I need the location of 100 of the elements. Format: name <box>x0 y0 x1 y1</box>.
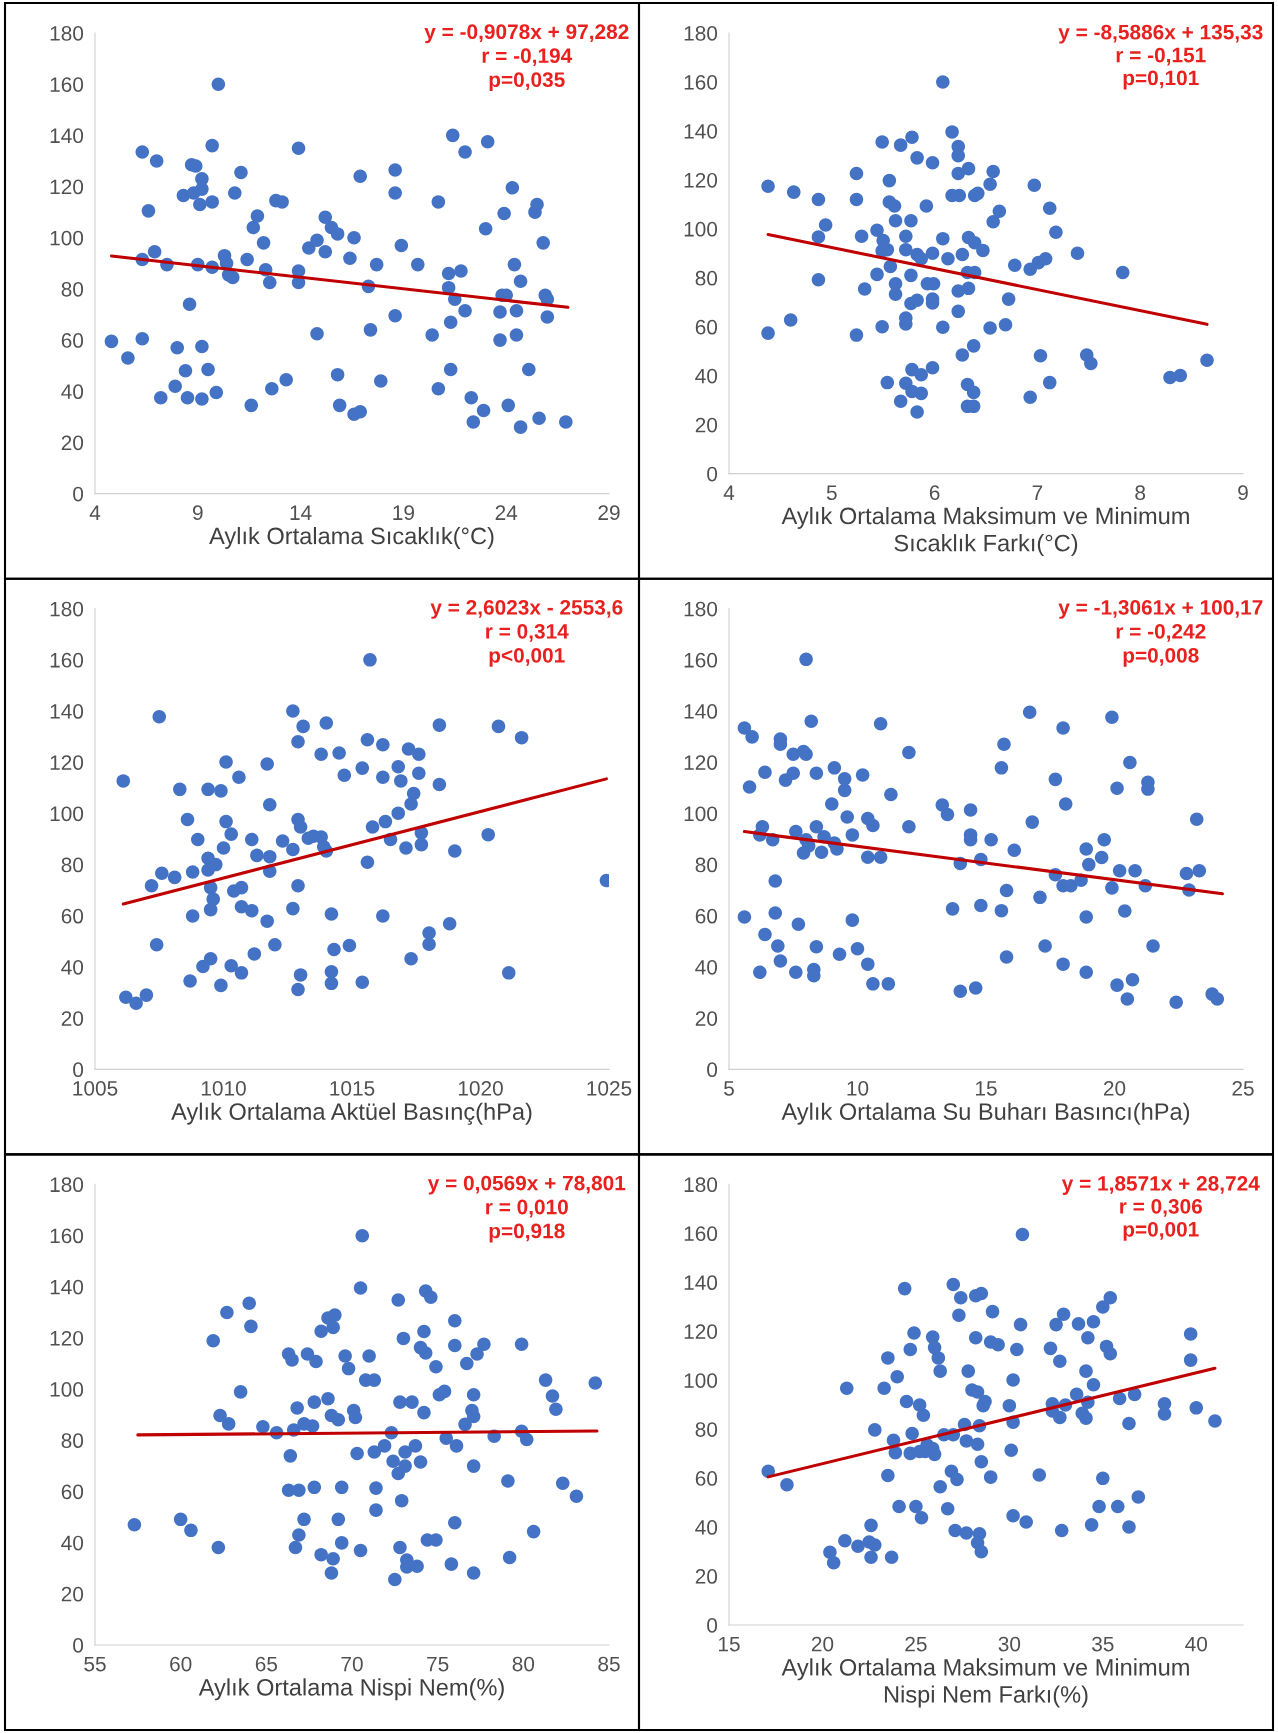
annotation: r = 0,314 <box>486 623 569 642</box>
y-tick-label: 160 <box>684 1226 718 1242</box>
y-tick-label: 40 <box>695 959 718 975</box>
y-tick-label: 120 <box>684 172 718 188</box>
x-axis-title: Aylık Ortalama Aktüel Basınç(hPa) <box>171 1102 532 1125</box>
x-tick-label: 1020 <box>458 1080 503 1096</box>
x-tick-label: 15 <box>719 1636 740 1652</box>
y-tick-label: 20 <box>61 1586 84 1602</box>
x-tick-label: 85 <box>598 1656 620 1672</box>
x-tick-label: 25 <box>905 1636 927 1652</box>
x-tick-label: 5 <box>826 485 837 501</box>
x-tick-label: 8 <box>1135 485 1146 501</box>
x-tick-label: 9 <box>192 505 203 521</box>
y-tick-label: 180 <box>50 26 84 41</box>
x-tick-label: 1010 <box>201 1080 246 1096</box>
annotation: y = -8,5886x + 135,33 <box>1058 24 1263 44</box>
y-tick-label: 100 <box>50 1382 84 1397</box>
x-tick-label: 24 <box>495 505 518 520</box>
y-tick-label: 180 <box>50 601 84 617</box>
y-tick-label: 0 <box>707 1618 718 1633</box>
x-tick-label: 15 <box>976 1081 997 1096</box>
y-tick-label: 40 <box>61 959 84 975</box>
y-tick-label: 80 <box>695 857 718 873</box>
x-tick-label: 1015 <box>330 1080 375 1096</box>
x-tick-label: 9 <box>1238 485 1248 501</box>
y-tick-label: 80 <box>61 1433 84 1449</box>
x-tick-label: 4 <box>89 505 101 520</box>
x-tick-label: 1025 <box>587 1080 632 1096</box>
y-tick-label: 40 <box>695 368 718 384</box>
x-tick-label: 6 <box>929 485 940 501</box>
y-tick-label: 0 <box>73 1638 84 1653</box>
annotation: p=0,035 <box>489 72 565 92</box>
y-tick-label: 60 <box>61 333 84 348</box>
x-axis-title: Aylık Ortalama Maksimum ve Minimum Sıcaklık Farkı(°C) <box>781 506 1189 557</box>
y-tick-label: 120 <box>684 1324 718 1339</box>
annotation: p=0,918 <box>489 1223 565 1243</box>
y-tick-label: 140 <box>50 1279 84 1295</box>
x-tick-label: 10 <box>847 1080 869 1096</box>
annotation: y = -1,3061x + 100,17 <box>1058 600 1263 619</box>
y-tick-label: 80 <box>61 857 84 873</box>
x-tick-label: 5 <box>724 1081 734 1096</box>
y-tick-label: 20 <box>695 1569 718 1584</box>
y-tick-label: 120 <box>50 755 84 770</box>
y-tick-label: 140 <box>50 128 84 144</box>
y-tick-label: 20 <box>61 1011 84 1026</box>
y-tick-label: 180 <box>684 1177 718 1193</box>
x-tick-label: 75 <box>427 1656 449 1672</box>
annotation: p=0,001 <box>1123 1221 1199 1241</box>
y-tick-label: 100 <box>50 806 84 822</box>
y-tick-label: 100 <box>684 806 718 822</box>
y-tick-label: 60 <box>695 1471 718 1486</box>
x-tick-label: 70 <box>341 1656 363 1672</box>
y-tick-label: 80 <box>695 1422 718 1437</box>
y-tick-label: 0 <box>707 466 718 482</box>
annotation: y = 1,8571x + 28,724 <box>1061 1176 1260 1195</box>
x-tick-label: 4 <box>723 485 735 500</box>
y-tick-label: 120 <box>50 179 84 195</box>
x-axis-title: Aylık Ortalama Sıcaklık(°C) <box>209 526 494 549</box>
x-tick-label: 30 <box>998 1636 1021 1652</box>
x-tick-label: 1005 <box>73 1080 118 1096</box>
x-tick-label: 7 <box>1032 485 1043 500</box>
annotation: r = 0,010 <box>486 1199 568 1218</box>
y-tick-label: 60 <box>61 908 84 924</box>
x-axis-title: Aylık Ortalama Su Buharı Basıncı(hPa) <box>781 1102 1190 1125</box>
annotation: y = -0,9078x + 97,282 <box>424 24 629 44</box>
y-tick-label: 100 <box>684 1373 718 1388</box>
annotation: r = 0,306 <box>1120 1198 1202 1217</box>
y-tick-label: 20 <box>695 1011 718 1026</box>
y-tick-label: 120 <box>684 755 718 770</box>
y-tick-label: 160 <box>50 652 84 668</box>
annotation: r = -0,151 <box>1116 47 1206 66</box>
x-tick-label: 80 <box>512 1656 535 1672</box>
y-tick-label: 0 <box>73 486 84 502</box>
x-tick-label: 20 <box>811 1636 834 1652</box>
y-tick-label: 60 <box>61 1484 84 1500</box>
y-tick-label: 20 <box>61 435 84 451</box>
y-tick-label: 180 <box>684 601 718 617</box>
x-tick-label: 29 <box>598 505 620 521</box>
y-tick-label: 0 <box>73 1062 84 1078</box>
annotation: p=0,101 <box>1123 70 1199 90</box>
y-tick-label: 160 <box>684 652 718 668</box>
annotation: y = 0,0569x + 78,801 <box>427 1175 626 1195</box>
y-tick-label: 140 <box>50 704 84 719</box>
annotation: y = 2,6023x - 2553,6 <box>430 600 623 619</box>
y-tick-label: 20 <box>695 417 718 433</box>
y-tick-label: 40 <box>695 1520 718 1535</box>
y-tick-label: 180 <box>684 26 718 41</box>
x-tick-label: 35 <box>1092 1636 1114 1652</box>
y-tick-label: 60 <box>695 908 718 924</box>
y-tick-label: 160 <box>684 74 718 90</box>
y-tick-label: 140 <box>684 123 718 139</box>
annotation: r = -0,194 <box>482 48 573 67</box>
y-tick-label: 180 <box>50 1177 84 1193</box>
y-tick-label: 60 <box>695 319 718 335</box>
x-tick-label: 60 <box>170 1656 192 1672</box>
x-axis-title: Aylık Ortalama Maksimum ve Minimum Nispi Nem Farkı(%) <box>781 1658 1189 1708</box>
x-tick-label: 55 <box>84 1656 106 1672</box>
x-tick-label: 14 <box>290 505 312 520</box>
y-tick-label: 160 <box>50 1228 84 1244</box>
y-tick-label: 140 <box>684 1275 718 1291</box>
